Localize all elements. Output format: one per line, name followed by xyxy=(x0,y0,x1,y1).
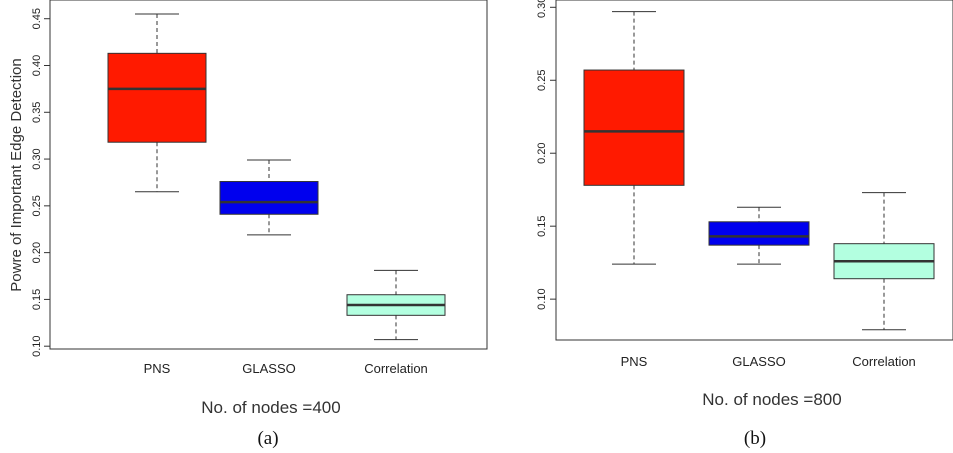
boxplots xyxy=(583,11,935,331)
y-tick-label: 0.30 xyxy=(536,0,548,18)
y-axis: 0.10 0.15 0.20 0.25 0.30 0.35 0.40 0.45 xyxy=(31,8,51,357)
y-tick-label: 0.45 xyxy=(31,8,43,29)
box-pns xyxy=(583,69,685,186)
category-label: GLASSO xyxy=(242,361,295,376)
y-tick-label: 0.10 xyxy=(31,335,43,356)
category-label: PNS xyxy=(621,354,648,369)
y-tick-label: 0.15 xyxy=(536,215,548,236)
box-glasso xyxy=(219,181,319,215)
y-axis-label: Powre of Important Edge Detection xyxy=(8,58,25,291)
y-axis: 0.10 0.15 0.20 0.25 0.30 xyxy=(536,0,557,310)
y-tick-label: 0.25 xyxy=(536,70,548,91)
panel-a: 0.10 0.15 0.20 0.25 0.30 0.35 0.40 0.45 PNS GLAS… xyxy=(8,0,488,449)
category-label: PNS xyxy=(144,361,171,376)
x-axis: PNS GLASSO Correlation xyxy=(621,354,916,369)
y-tick-label: 0.40 xyxy=(31,55,43,76)
y-tick-label: 0.35 xyxy=(31,102,43,123)
box-glasso xyxy=(708,221,810,246)
category-label: GLASSO xyxy=(732,354,785,369)
y-tick-label: 0.20 xyxy=(31,242,43,263)
boxplots xyxy=(107,13,446,341)
x-axis-label: No. of nodes =800 xyxy=(702,390,841,409)
caption-a: (a) xyxy=(257,428,278,449)
panel-b: 0.10 0.15 0.20 0.25 0.30 PNS GLASSO Correlatio… xyxy=(536,0,953,449)
y-tick-label: 0.25 xyxy=(31,195,43,216)
y-tick-label: 0.30 xyxy=(31,148,43,169)
x-axis: PNS GLASSO Correlation xyxy=(144,361,428,376)
box-pns xyxy=(107,52,207,143)
category-label: Correlation xyxy=(852,354,916,369)
caption-b: (b) xyxy=(744,428,766,449)
y-tick-label: 0.15 xyxy=(31,289,43,310)
y-tick-label: 0.20 xyxy=(536,143,548,164)
x-axis-label: No. of nodes =400 xyxy=(201,398,340,417)
y-tick-label: 0.10 xyxy=(536,288,548,309)
category-label: Correlation xyxy=(364,361,428,376)
